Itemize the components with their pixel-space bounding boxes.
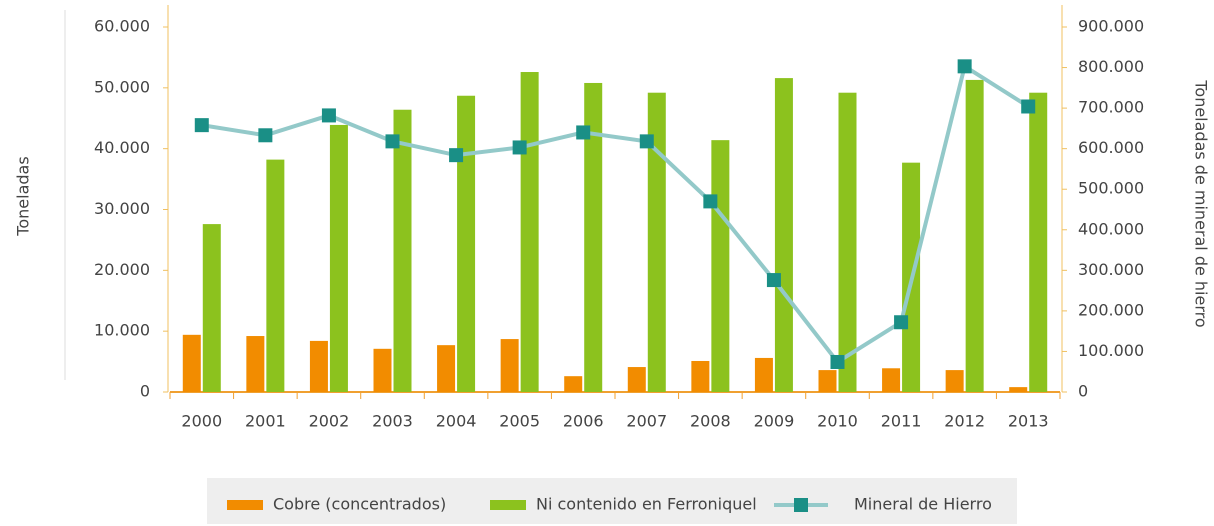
bar	[711, 140, 730, 392]
bar	[627, 367, 646, 392]
legend-label: Mineral de Hierro	[854, 495, 992, 514]
bar	[691, 360, 710, 392]
bar	[329, 124, 348, 393]
y2-axis-label: Toneladas de mineral de hierro	[1192, 79, 1211, 327]
y-tick-label: 60.000	[94, 17, 150, 36]
marker	[894, 315, 909, 330]
bar	[266, 159, 285, 392]
marker	[766, 273, 781, 288]
marker	[512, 140, 527, 155]
marker	[703, 194, 718, 209]
legend-swatch	[490, 500, 526, 510]
y2-tick-label: 100.000	[1078, 341, 1144, 360]
bar	[373, 348, 392, 392]
marker	[1021, 99, 1036, 114]
bar	[838, 92, 857, 392]
bar	[945, 370, 964, 392]
bar	[393, 109, 412, 392]
marker	[957, 59, 972, 74]
bar	[882, 368, 901, 392]
y2-tick-label: 500.000	[1078, 179, 1144, 198]
marker	[385, 134, 400, 149]
x-tick-label: 2011	[881, 412, 922, 431]
bar	[1029, 92, 1048, 392]
bar	[182, 334, 201, 392]
bar	[202, 224, 221, 392]
y2-tick-label: 300.000	[1078, 260, 1144, 279]
bar	[965, 79, 984, 393]
x-tick-label: 2001	[245, 412, 286, 431]
bar	[564, 376, 583, 392]
bar	[457, 95, 476, 392]
bar	[818, 370, 837, 392]
marker	[321, 108, 336, 123]
marker	[258, 128, 273, 143]
y2-tick-label: 700.000	[1078, 98, 1144, 117]
marker	[449, 148, 464, 163]
x-tick-label: 2012	[944, 412, 985, 431]
x-tick-label: 2009	[754, 412, 795, 431]
marker	[194, 118, 209, 133]
x-tick-label: 2013	[1008, 412, 1049, 431]
y2-tick-label: 0	[1078, 382, 1088, 401]
y2-tick-label: 900.000	[1078, 17, 1144, 36]
legend-label: Cobre (concentrados)	[273, 495, 446, 514]
y-tick-label: 40.000	[94, 138, 150, 157]
y-axis-label: Toneladas	[14, 156, 33, 236]
y-tick-label: 30.000	[94, 199, 150, 218]
x-tick-label: 2003	[372, 412, 413, 431]
marker	[639, 134, 654, 149]
y-tick-label: 20.000	[94, 260, 150, 279]
bar	[774, 78, 793, 392]
bar	[309, 340, 328, 392]
x-tick-label: 2010	[817, 412, 858, 431]
x-tick-label: 2004	[436, 412, 477, 431]
y2-tick-label: 600.000	[1078, 138, 1144, 157]
x-tick-label: 2006	[563, 412, 604, 431]
legend-swatch	[227, 500, 263, 510]
marker	[830, 354, 845, 369]
bar	[647, 92, 666, 392]
legend-label: Ni contenido en Ferroniquel	[536, 495, 757, 514]
bar	[520, 72, 539, 393]
line	[201, 63, 1030, 365]
x-tick-label: 2005	[499, 412, 540, 431]
bar	[754, 357, 773, 392]
bar	[437, 345, 456, 392]
x-tick-label: 2002	[309, 412, 350, 431]
marker	[576, 125, 591, 140]
y2-tick-label: 800.000	[1078, 57, 1144, 76]
y-tick-label: 10.000	[94, 321, 150, 340]
y-tick-label: 50.000	[94, 77, 150, 96]
bar	[584, 82, 603, 392]
x-tick-label: 2000	[181, 412, 222, 431]
legend-marker	[794, 498, 808, 512]
bar	[1009, 387, 1028, 392]
legend-box	[207, 478, 1017, 524]
y-tick-label: 0	[140, 382, 150, 401]
y2-tick-label: 400.000	[1078, 219, 1144, 238]
x-tick-label: 2007	[626, 412, 667, 431]
bar	[246, 336, 265, 392]
y2-tick-label: 200.000	[1078, 300, 1144, 319]
bar	[500, 339, 519, 392]
x-tick-label: 2008	[690, 412, 731, 431]
